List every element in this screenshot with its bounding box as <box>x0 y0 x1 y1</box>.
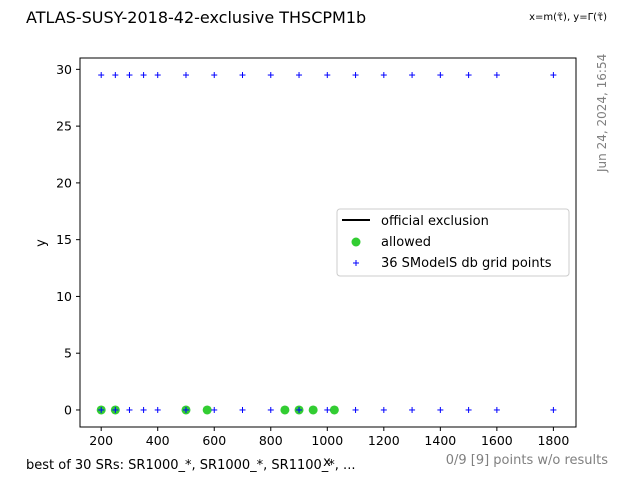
x-tick-label: 200 <box>89 433 113 448</box>
axis-variable-note: x=m(τ̃), y=Γ(τ̃) <box>529 12 607 23</box>
grid-point <box>154 72 161 79</box>
grid-point <box>140 406 147 413</box>
x-tick-label: 1000 <box>311 433 343 448</box>
grid-point <box>493 72 500 79</box>
grid-point <box>437 72 444 79</box>
grid-point <box>296 406 303 413</box>
allowed-point <box>202 405 212 415</box>
grid-point <box>140 72 147 79</box>
x-tick-label: 400 <box>146 433 170 448</box>
grid-point <box>154 406 161 413</box>
y-tick-label: 10 <box>56 289 72 304</box>
x-tick-label: 600 <box>202 433 226 448</box>
grid-point <box>550 406 557 413</box>
grid-point <box>211 406 218 413</box>
grid-point <box>324 406 331 413</box>
grid-point <box>267 406 274 413</box>
grid-point <box>352 406 359 413</box>
y-tick-label: 15 <box>56 232 72 247</box>
y-tick-label: 0 <box>64 402 72 417</box>
grid-point <box>409 72 416 79</box>
grid-point <box>493 406 500 413</box>
y-axis: 0 5 10 15 20 25 30 <box>56 62 80 417</box>
legend-circle-swatch <box>351 237 361 247</box>
grid-point <box>239 406 246 413</box>
grid-point <box>437 406 444 413</box>
grid-point <box>409 406 416 413</box>
x-tick-label: 1600 <box>481 433 513 448</box>
grid-point <box>98 406 105 413</box>
x-tick-label: 1800 <box>537 433 569 448</box>
grid-point <box>112 72 119 79</box>
grid-point <box>296 72 303 79</box>
signal-regions-note: best of 30 SRs: SR1000_*, SR1000_*, SR11… <box>26 458 356 473</box>
legend-label: allowed <box>381 235 431 250</box>
grid-point <box>465 406 472 413</box>
chart-title: ATLAS-SUSY-2018-42-exclusive THSCPM1b <box>26 8 367 27</box>
grid-point <box>112 406 119 413</box>
grid-point <box>380 406 387 413</box>
grid-point <box>182 72 189 79</box>
y-tick-label: 20 <box>56 175 72 190</box>
grid-point <box>182 406 189 413</box>
plot-frame <box>79 57 577 428</box>
allowed-point <box>308 405 318 415</box>
grid-point <box>550 72 557 79</box>
x-tick-label: 1200 <box>368 433 400 448</box>
x-tick-label: 1400 <box>424 433 456 448</box>
legend: official exclusion allowed 36 SModelS db g… <box>336 208 570 277</box>
y-tick-label: 30 <box>56 62 72 77</box>
allowed-point <box>329 405 339 415</box>
plot-marks <box>96 72 557 415</box>
y-tick-label: 25 <box>56 119 72 134</box>
x-tick-label: 800 <box>259 433 283 448</box>
x-axis-label: x <box>323 455 331 470</box>
y-axis-label: y <box>34 239 49 247</box>
grid-point <box>465 72 472 79</box>
grid-point <box>98 72 105 79</box>
legend-label: 36 SModelS db grid points <box>381 256 552 271</box>
points-without-results-note: 0/9 [9] points w/o results <box>445 453 608 468</box>
grid-point <box>352 72 359 79</box>
grid-point <box>126 72 133 79</box>
legend-box <box>336 208 570 277</box>
grid-point <box>126 406 133 413</box>
x-axis: 200 400 600 800 1000 1200 1400 1600 1800 <box>89 427 569 448</box>
grid-point <box>380 72 387 79</box>
allowed-point <box>280 405 290 415</box>
y-tick-label: 5 <box>64 346 72 361</box>
grid-point <box>267 72 274 79</box>
grid-point <box>239 72 246 79</box>
legend-label: official exclusion <box>381 214 489 229</box>
grid-point <box>324 72 331 79</box>
grid-point <box>211 72 218 79</box>
